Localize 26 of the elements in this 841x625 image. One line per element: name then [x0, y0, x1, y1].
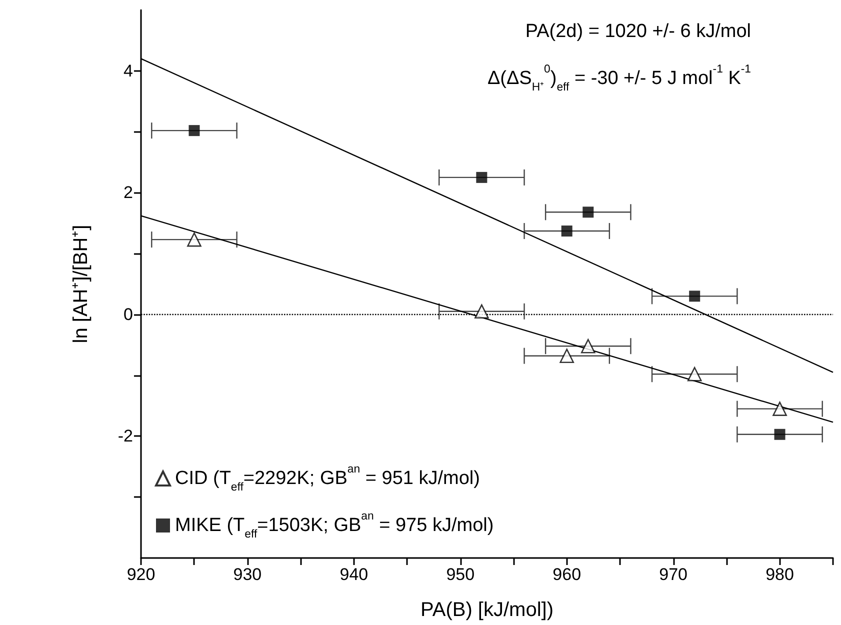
point — [561, 226, 572, 237]
annotation: PA(2d) = 1020 +/- 6 kJ/mol — [525, 21, 752, 42]
y-tick-label: -2 — [118, 426, 133, 446]
point — [582, 206, 594, 218]
point — [188, 125, 200, 136]
x-tick-label: 980 — [766, 565, 794, 584]
point — [560, 348, 574, 363]
point — [474, 304, 489, 319]
point — [580, 338, 596, 354]
point — [476, 172, 488, 183]
y-tick-label: 0 — [124, 304, 133, 324]
y-tick-label: 4 — [124, 61, 133, 80]
point — [774, 428, 786, 440]
x-tick-label: 930 — [233, 565, 262, 584]
point — [689, 290, 700, 302]
x-tick-label: 940 — [340, 565, 368, 584]
y-tick-label: 2 — [124, 183, 133, 202]
point — [187, 232, 202, 247]
x-axis-title: PA(B) [kJ/mol]) — [420, 599, 554, 621]
x-tick-label: 950 — [446, 565, 475, 584]
x-tick-label: 920 — [126, 565, 156, 584]
x-tick-label: 970 — [659, 565, 688, 584]
point — [772, 402, 787, 416]
point — [687, 366, 702, 382]
x-tick-label: 960 — [552, 565, 582, 584]
y-axis-title: ln [AH⁺]/[BH⁺] — [70, 224, 92, 344]
